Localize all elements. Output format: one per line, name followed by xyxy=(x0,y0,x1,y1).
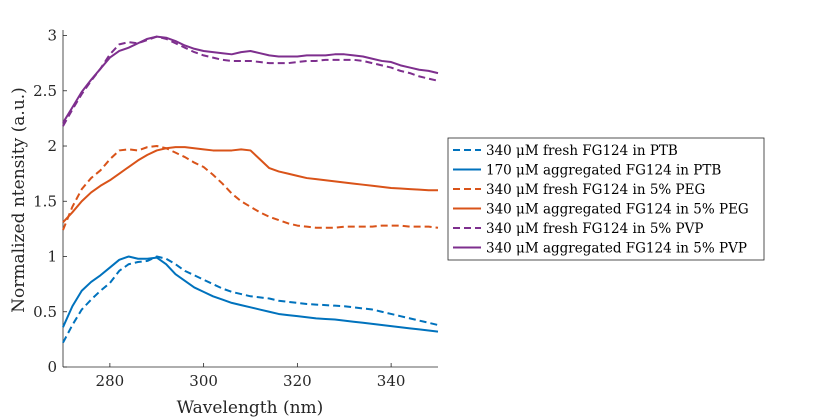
series-line-3 xyxy=(62,145,439,231)
y-tick-label: 1 xyxy=(47,248,57,266)
y-tick-label: 2 xyxy=(47,137,57,155)
series-line-1 xyxy=(62,255,439,344)
y-tick-label: 0 xyxy=(47,358,57,376)
axis-ticks: 280 300 320 340 0 0.5 1 1.5 2 2.5 3 xyxy=(33,27,405,390)
x-tick-label: 280 xyxy=(96,372,125,390)
y-tick-label: 1.5 xyxy=(33,192,57,210)
legend: 340 μM fresh FG124 in PTB 170 μM aggregat… xyxy=(447,137,765,261)
legend-label-1: 340 μM fresh FG124 in PTB xyxy=(486,143,678,159)
x-axis-title: Wavelength (nm) xyxy=(177,398,324,418)
x-tick-label: 320 xyxy=(283,372,312,390)
plot-area: 280 300 320 340 0 0.5 1 1.5 2 2.5 3 xyxy=(33,27,439,390)
series-line-5 xyxy=(62,35,439,127)
series-line-6 xyxy=(62,35,439,124)
legend-label-4: 340 μM aggregated FG124 in 5% PEG xyxy=(486,202,749,218)
y-axis-title: Normalized ntensity (a.u.) xyxy=(9,87,29,313)
series-line-2 xyxy=(62,255,439,333)
x-tick-label: 300 xyxy=(189,372,218,390)
legend-label-5: 340 μM fresh FG124 in 5% PVP xyxy=(486,221,703,237)
series-line-4 xyxy=(62,146,438,223)
legend-label-2: 170 μM aggregated FG124 in PTB xyxy=(486,163,721,179)
x-tick-label: 340 xyxy=(377,372,406,390)
legend-box xyxy=(447,137,765,261)
series-layer xyxy=(62,35,439,344)
y-tick-label: 0.5 xyxy=(33,303,57,321)
y-tick-label: 2.5 xyxy=(33,82,57,100)
legend-label-3: 340 μM fresh FG124 in 5% PEG xyxy=(486,182,705,198)
y-tick-label: 3 xyxy=(47,27,57,45)
legend-label-6: 340 μM aggregated FG124 in 5% PVP xyxy=(486,241,747,257)
